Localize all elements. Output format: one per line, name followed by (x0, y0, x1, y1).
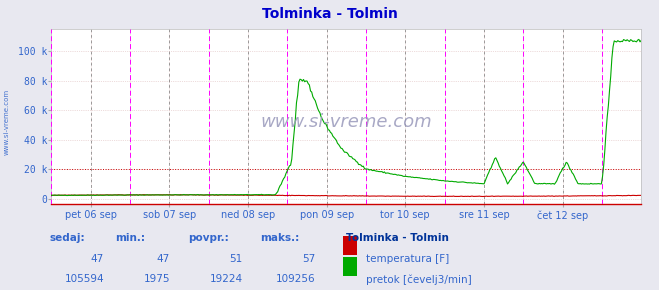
Text: maks.:: maks.: (260, 233, 300, 243)
Text: 47: 47 (91, 254, 104, 264)
Text: 51: 51 (229, 254, 243, 264)
Text: 109256: 109256 (275, 274, 315, 284)
Text: www.si-vreme.com: www.si-vreme.com (3, 89, 9, 155)
Text: 1975: 1975 (144, 274, 170, 284)
Text: 57: 57 (302, 254, 315, 264)
Text: sedaj:: sedaj: (49, 233, 85, 243)
Text: www.si-vreme.com: www.si-vreme.com (260, 113, 432, 131)
Text: Tolminka - Tolmin: Tolminka - Tolmin (346, 233, 449, 243)
Text: 47: 47 (157, 254, 170, 264)
Text: min.:: min.: (115, 233, 146, 243)
Text: pretok [čevelj3/min]: pretok [čevelj3/min] (366, 274, 471, 284)
Text: temperatura [F]: temperatura [F] (366, 254, 449, 264)
Text: 19224: 19224 (210, 274, 243, 284)
Text: Tolminka - Tolmin: Tolminka - Tolmin (262, 7, 397, 21)
Text: 105594: 105594 (65, 274, 104, 284)
Text: povpr.:: povpr.: (188, 233, 229, 243)
